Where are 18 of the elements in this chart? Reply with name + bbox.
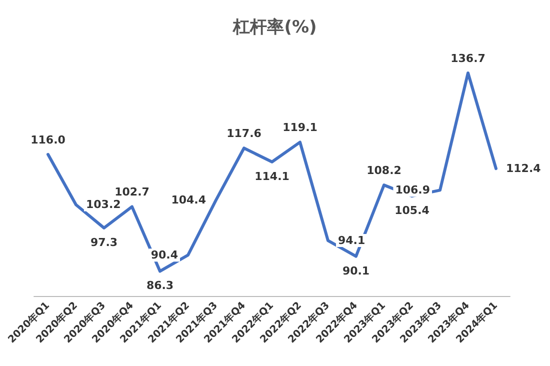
- data-label: 136.7: [450, 52, 486, 65]
- data-label: 108.2: [366, 164, 402, 178]
- data-label: 114.1: [254, 170, 290, 183]
- data-label: 94.1: [338, 234, 366, 248]
- chart-title: 杠杆率(%): [232, 18, 317, 38]
- data-label: 106.9: [395, 184, 430, 197]
- data-label: 90.4: [150, 248, 178, 262]
- data-label: 116.0: [30, 133, 66, 146]
- data-label: 117.6: [226, 127, 262, 140]
- data-label: 86.3: [146, 279, 174, 292]
- data-label: 90.1: [342, 264, 370, 278]
- data-label: 119.1: [282, 121, 318, 134]
- data-label: 112.4: [506, 162, 542, 176]
- data-label: 103.2: [86, 198, 121, 212]
- data-label: 105.4: [394, 204, 430, 218]
- data-label: 102.7: [114, 186, 150, 199]
- data-label: 104.4: [171, 194, 206, 207]
- data-label: 97.3: [90, 236, 118, 249]
